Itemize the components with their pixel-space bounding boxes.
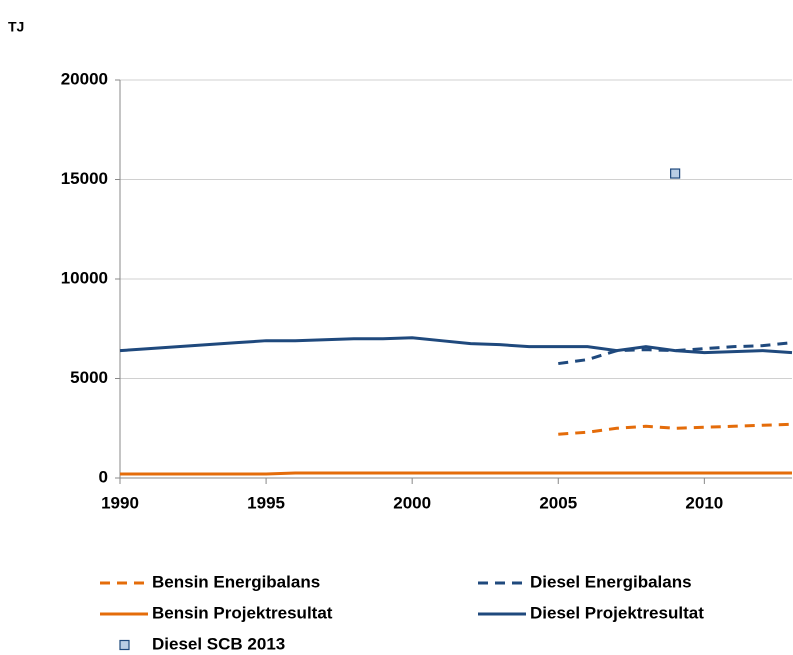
legend-item: Diesel Energibalans	[478, 572, 692, 591]
y-tick-label: 0	[99, 467, 108, 486]
series-line	[558, 341, 793, 366]
legend-label: Diesel SCB 2013	[152, 634, 285, 653]
plot-area	[119, 168, 793, 476]
legend-item: Bensin Projektresultat	[100, 603, 333, 622]
x-tick-label: 2000	[393, 493, 431, 512]
marker	[670, 168, 681, 179]
legend-marker	[119, 639, 130, 651]
y-tick-label: 5000	[70, 368, 108, 387]
x-tick-label: 1990	[101, 493, 139, 512]
x-tick-label: 1995	[247, 493, 285, 512]
legend-item: Diesel Projektresultat	[478, 603, 704, 622]
series-line	[558, 422, 793, 436]
y-tick-label: 10000	[61, 268, 108, 287]
legend-item: Diesel SCB 2013	[119, 634, 285, 653]
series-line	[119, 336, 793, 355]
y-unit-label: TJ	[8, 19, 24, 35]
x-tick-label: 2010	[685, 493, 723, 512]
y-tick-label: 20000	[61, 69, 108, 88]
x-tick-label: 2005	[539, 493, 577, 512]
legend-label: Diesel Energibalans	[530, 572, 692, 591]
series-line	[120, 471, 792, 476]
legend-label: Diesel Projektresultat	[530, 603, 704, 622]
legend-item: Bensin Energibalans	[100, 572, 320, 591]
legend-label: Bensin Projektresultat	[152, 603, 333, 622]
y-tick-label: 15000	[61, 169, 108, 188]
legend-label: Bensin Energibalans	[152, 572, 320, 591]
